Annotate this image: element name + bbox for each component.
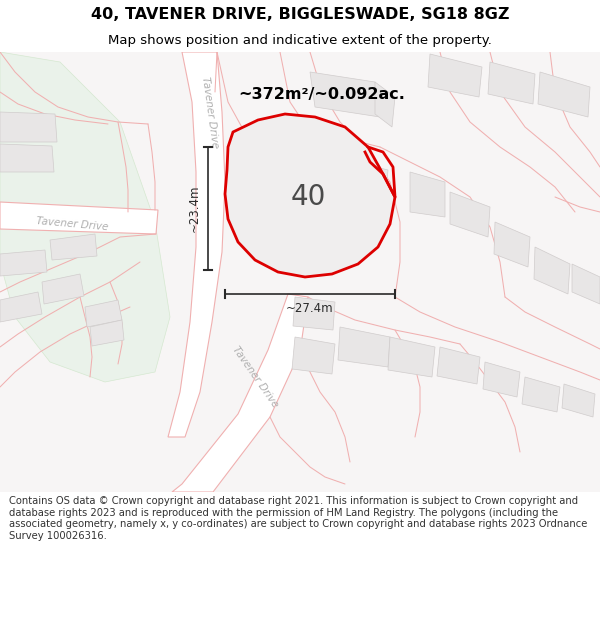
Polygon shape (168, 52, 225, 437)
Polygon shape (172, 294, 308, 492)
Polygon shape (293, 297, 335, 330)
Polygon shape (300, 157, 355, 202)
Polygon shape (562, 384, 595, 417)
Polygon shape (0, 52, 170, 382)
Text: 40, TAVENER DRIVE, BIGGLESWADE, SG18 8GZ: 40, TAVENER DRIVE, BIGGLESWADE, SG18 8GZ (91, 7, 509, 22)
Polygon shape (494, 222, 530, 267)
Polygon shape (0, 112, 57, 142)
Polygon shape (572, 264, 600, 304)
Text: Map shows position and indicative extent of the property.: Map shows position and indicative extent… (108, 34, 492, 47)
Polygon shape (225, 114, 395, 277)
Polygon shape (85, 300, 122, 327)
Text: Tavener Drive: Tavener Drive (200, 76, 220, 149)
Text: Contains OS data © Crown copyright and database right 2021. This information is : Contains OS data © Crown copyright and d… (9, 496, 587, 541)
Polygon shape (0, 250, 47, 276)
Polygon shape (522, 377, 560, 412)
Polygon shape (483, 362, 520, 397)
Text: ~27.4m: ~27.4m (286, 302, 334, 316)
Polygon shape (0, 292, 42, 322)
Polygon shape (428, 54, 482, 97)
Polygon shape (0, 144, 54, 172)
Polygon shape (310, 72, 380, 117)
Polygon shape (0, 202, 158, 234)
Polygon shape (534, 247, 570, 294)
Polygon shape (410, 172, 445, 217)
Polygon shape (355, 162, 388, 202)
Text: Tavener Drive: Tavener Drive (230, 344, 280, 409)
Polygon shape (388, 337, 435, 377)
Polygon shape (338, 327, 390, 367)
Text: ~23.4m: ~23.4m (187, 185, 200, 232)
Polygon shape (42, 274, 84, 304)
Polygon shape (488, 62, 535, 104)
Text: Tavener Drive: Tavener Drive (35, 216, 109, 232)
Polygon shape (90, 320, 124, 346)
Text: ~372m²/~0.092ac.: ~372m²/~0.092ac. (238, 86, 405, 101)
Polygon shape (292, 337, 335, 374)
Polygon shape (437, 347, 480, 384)
Polygon shape (375, 82, 395, 127)
Polygon shape (450, 192, 490, 237)
Polygon shape (50, 234, 97, 260)
Polygon shape (538, 72, 590, 117)
Text: 40: 40 (290, 183, 326, 211)
